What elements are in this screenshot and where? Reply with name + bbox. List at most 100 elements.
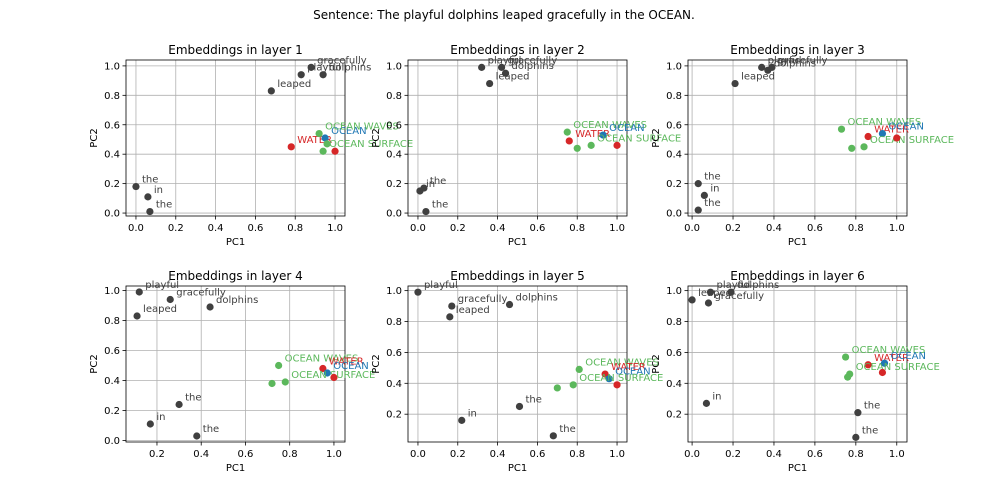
data-point <box>175 400 183 409</box>
x-tick-label: 0.2 <box>450 223 466 234</box>
x-tick-label: 1.0 <box>327 223 343 234</box>
point-label: WATER <box>329 357 364 368</box>
x-axis-label: PC1 <box>788 463 807 474</box>
point-label: WATER <box>575 129 610 140</box>
point-label: gracefully <box>317 55 367 66</box>
data-point <box>505 300 514 309</box>
data-point <box>315 129 323 138</box>
x-axis-label: PC1 <box>788 237 807 248</box>
point-label: OCEAN SURFACE <box>597 133 681 144</box>
point-label: the <box>525 394 541 405</box>
data-point <box>132 182 140 191</box>
y-tick-label: 0.8 <box>386 91 402 102</box>
x-tick-label: 0.4 <box>766 449 782 460</box>
subplot-layer-3: 0.0 0.2 0.4 0.6 0.8 1.0 0.0 0.2 0.4 0.6 0.8 1.0 Embe… <box>651 43 954 248</box>
data-point <box>702 399 711 407</box>
data-point <box>414 288 422 296</box>
x-tick-label: 0.4 <box>490 449 506 460</box>
data-point <box>287 143 295 151</box>
x-tick-label: 0.2 <box>450 449 466 460</box>
point-label: OCEAN WAVES <box>585 357 659 368</box>
y-tick-label: 0.2 <box>666 179 682 190</box>
x-tick-label: 1.0 <box>609 223 625 234</box>
y-tick-label: 0.6 <box>104 346 120 357</box>
point-label: gracefully <box>778 55 828 66</box>
point-label: gracefully <box>714 291 764 302</box>
y-tick-label: 0.8 <box>386 317 402 328</box>
data-point <box>758 63 766 71</box>
point-label: WATER <box>297 135 332 146</box>
x-tick-label: 0.2 <box>725 223 741 234</box>
y-axis-label: PC2 <box>651 128 662 147</box>
data-point <box>700 191 708 199</box>
data-point <box>319 147 327 155</box>
data-point <box>281 378 289 386</box>
data-point <box>688 296 696 304</box>
point-label: OCEAN WAVES <box>852 345 926 356</box>
y-tick-label: 0.2 <box>104 179 120 190</box>
x-tick-label: 0.0 <box>684 223 700 234</box>
data-point <box>613 381 621 389</box>
subplot-title: Embeddings in layer 6 <box>730 269 864 283</box>
point-label: WATER <box>874 125 909 136</box>
data-point <box>599 131 607 139</box>
data-point <box>420 184 428 192</box>
subplot-layer-5: 0.0 0.2 0.4 0.6 0.8 1.0 0.2 0.4 0.6 0.8 1.0 Embeddi… <box>371 269 663 474</box>
data-point <box>573 144 581 152</box>
data-point <box>133 312 141 320</box>
x-tick-label: 0.4 <box>208 223 224 234</box>
y-tick-label: 0.2 <box>104 406 120 417</box>
point-label: playful <box>768 55 802 66</box>
x-tick-label: 1.0 <box>326 449 342 460</box>
point-label: dolphins <box>512 61 554 72</box>
x-tick-label: 0.6 <box>529 449 545 460</box>
x-tick-label: 0.0 <box>684 449 700 460</box>
point-label: dolphins <box>216 295 258 306</box>
x-tick-label: 0.8 <box>569 449 585 460</box>
point-label: the <box>156 200 172 211</box>
x-tick-label: 0.8 <box>287 223 303 234</box>
data-point <box>323 369 331 377</box>
x-tick-label: 1.0 <box>889 449 905 460</box>
y-axis-label: PC2 <box>89 354 100 373</box>
x-tick-label: 1.0 <box>609 449 625 460</box>
data-point <box>330 373 338 382</box>
data-point <box>422 207 430 216</box>
x-tick-label: 0.2 <box>168 223 184 234</box>
data-point <box>307 63 315 71</box>
data-point <box>864 132 872 141</box>
point-label: the <box>185 393 201 404</box>
y-tick-label: 0.4 <box>386 150 402 161</box>
y-tick-label: 0.2 <box>386 179 402 190</box>
data-point <box>569 381 577 389</box>
x-tick-label: 1.0 <box>889 223 905 234</box>
point-label: OCEAN <box>890 351 926 362</box>
axes-frame <box>125 59 346 217</box>
data-point <box>206 303 214 311</box>
point-label: OCEAN <box>888 122 924 133</box>
data-point <box>331 147 339 155</box>
y-tick-label: 0.0 <box>104 209 120 220</box>
x-axis-label: PC1 <box>508 237 527 248</box>
point-label: OCEAN <box>609 123 645 134</box>
data-point <box>501 69 510 77</box>
point-label: OCEAN SURFACE <box>579 373 663 384</box>
subplot-layer-2: 0.0 0.2 0.4 0.6 0.8 1.0 0.0 0.2 0.4 0.6 0.8 1.0 Embe… <box>371 43 681 248</box>
data-point <box>319 364 327 373</box>
subplot-layer-6: 0.0 0.2 0.4 0.6 0.8 1.0 0.2 0.4 0.6 0.8 1.0 Embeddi… <box>651 269 940 474</box>
y-tick-label: 1.0 <box>666 286 682 297</box>
data-point <box>852 433 860 441</box>
data-point <box>323 140 331 148</box>
data-point <box>497 63 506 71</box>
point-label: in <box>154 185 163 196</box>
x-tick-label: 0.8 <box>569 223 585 234</box>
data-point <box>694 206 702 214</box>
point-label: in <box>426 179 435 190</box>
y-tick-label: 1.0 <box>104 61 120 72</box>
point-label: OCEAN <box>331 126 367 137</box>
axes-frame <box>125 285 346 443</box>
data-point <box>864 361 872 369</box>
y-tick-label: 0.0 <box>104 436 120 447</box>
y-tick-label: 0.6 <box>386 120 402 131</box>
x-tick-label: 0.4 <box>193 449 209 460</box>
